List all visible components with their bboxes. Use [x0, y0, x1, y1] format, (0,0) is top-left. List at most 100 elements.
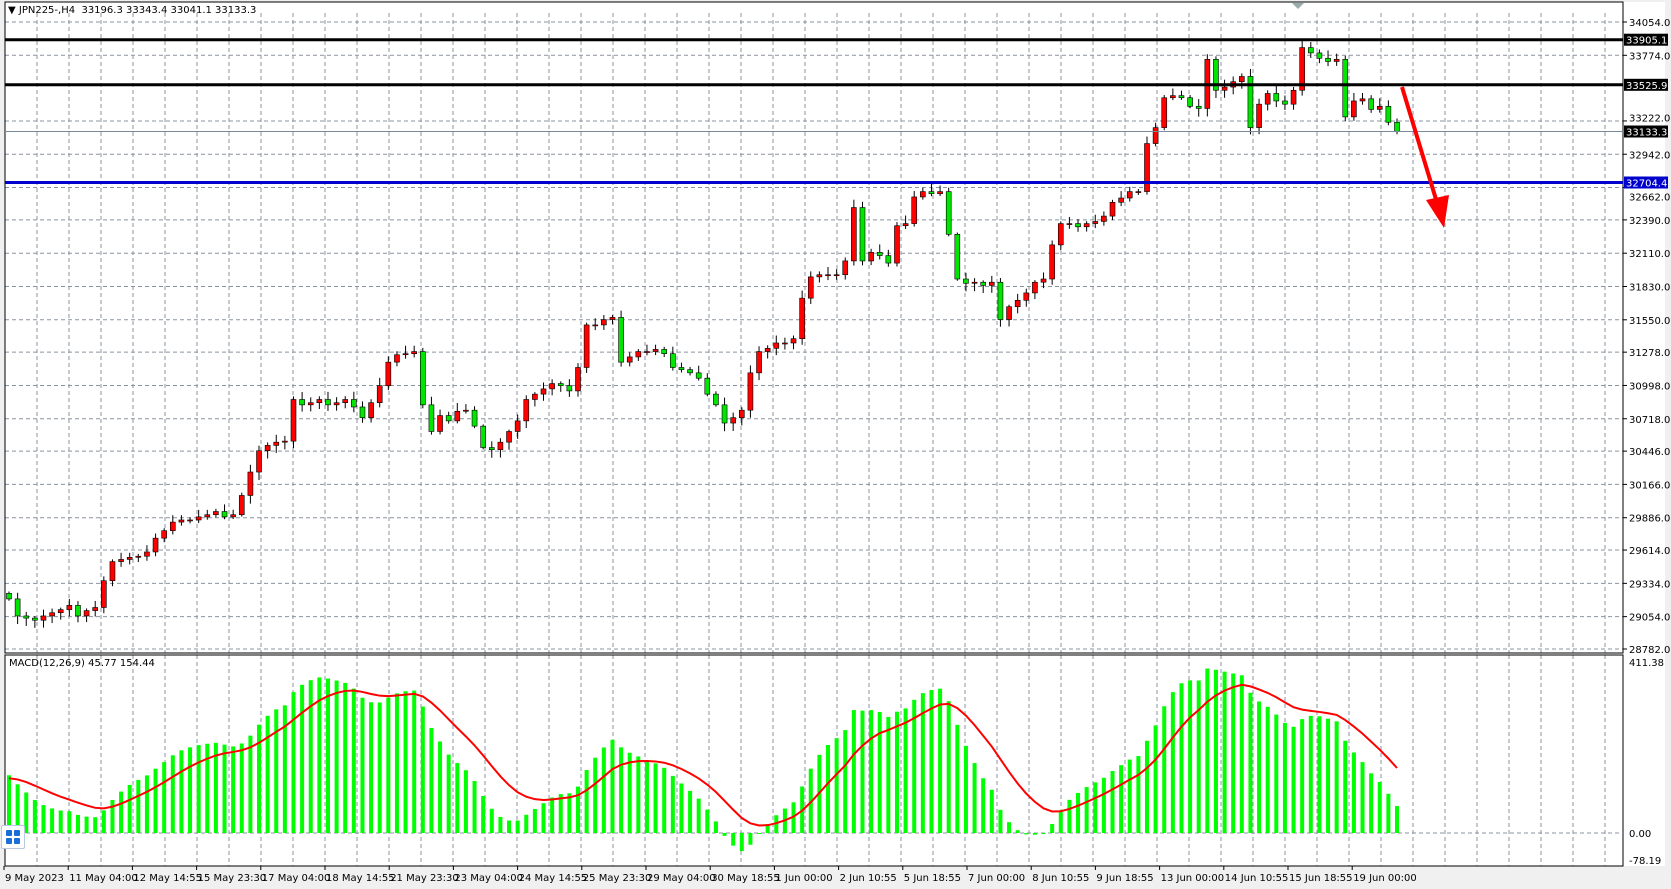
macd-histogram-bar	[989, 789, 994, 833]
candle	[626, 356, 633, 363]
macd-histogram-bar	[1136, 756, 1141, 833]
candle	[1195, 106, 1202, 109]
candle	[1083, 223, 1090, 228]
candle	[773, 342, 780, 349]
candle	[1152, 127, 1159, 144]
candle	[135, 555, 142, 558]
candle	[411, 351, 417, 354]
macd-histogram-bar	[75, 814, 80, 833]
macd-histogram-bar	[653, 763, 658, 833]
candle	[799, 297, 805, 340]
macd-histogram-bar	[1041, 833, 1046, 835]
macd-histogram-bar	[110, 799, 115, 833]
macd-histogram-bar	[101, 810, 106, 833]
macd-histogram-bar	[1067, 799, 1072, 833]
time-tick-label: 23 May 04:00	[454, 873, 523, 884]
candle	[144, 551, 150, 557]
price-tick-label: 33222.0	[1629, 113, 1670, 124]
candle	[342, 399, 349, 403]
price-tick-label: 30998.0	[1629, 381, 1670, 392]
macd-histogram-bar	[688, 790, 693, 833]
time-tick-label: 5 Jun 18:55	[904, 873, 961, 884]
candle	[488, 447, 495, 450]
candle	[868, 252, 874, 262]
candle	[333, 402, 340, 406]
candle	[1032, 281, 1038, 294]
level-price-label: 32704.4	[1626, 179, 1667, 190]
macd-histogram-bar	[153, 768, 158, 833]
time-tick-label: 18 May 14:55	[326, 873, 395, 884]
candle	[101, 580, 107, 608]
macd-histogram-bar	[1007, 822, 1012, 833]
candle	[316, 399, 323, 403]
candle	[230, 514, 236, 518]
price-tick-label: 34054.0	[1629, 18, 1670, 29]
time-tick-label: 12 May 14:55	[133, 873, 202, 884]
candle	[437, 415, 443, 432]
candle	[368, 402, 374, 418]
macd-histogram-bar	[179, 750, 184, 833]
macd-histogram-bar	[1317, 716, 1322, 833]
macd-histogram-bar	[541, 803, 546, 833]
macd-histogram-bar	[188, 747, 193, 833]
candle	[49, 612, 55, 617]
level-price-tag	[1624, 78, 1668, 91]
candle	[1187, 97, 1193, 107]
macd-histogram-bar	[912, 699, 917, 833]
candle	[1256, 103, 1262, 128]
candle	[566, 385, 573, 392]
macd-histogram-bar	[455, 763, 460, 833]
candle	[1101, 215, 1107, 222]
macd-histogram-bar	[170, 755, 175, 833]
candle	[178, 519, 185, 523]
candle	[1264, 93, 1271, 105]
candle	[549, 383, 555, 390]
macd-histogram-bar	[257, 724, 262, 833]
macd-histogram-bar	[1248, 692, 1253, 833]
macd-histogram-bar	[343, 682, 348, 833]
macd-histogram-bar	[705, 809, 710, 833]
chart-shift-marker-icon	[1292, 3, 1304, 9]
candle	[420, 351, 426, 406]
macd-histogram-bar	[67, 811, 72, 833]
candle	[920, 191, 926, 198]
macd-histogram-bar	[317, 677, 322, 833]
macd-histogram-bar	[610, 739, 615, 833]
macd-histogram-bar	[438, 741, 443, 833]
macd-histogram-bar	[920, 693, 925, 833]
macd-histogram-bar	[696, 798, 701, 833]
current-price-tag	[1624, 125, 1668, 138]
macd-histogram-bar	[679, 783, 684, 833]
candle	[325, 399, 331, 406]
macd-histogram-bar	[938, 688, 943, 833]
candle	[126, 557, 133, 560]
candle	[213, 511, 219, 516]
candle	[273, 441, 280, 446]
candle	[816, 274, 823, 278]
candle	[1161, 97, 1168, 128]
candle	[695, 372, 702, 379]
candle	[859, 207, 866, 262]
macd-histogram-bar	[972, 763, 977, 833]
time-tick-label: 25 May 23:30	[583, 873, 652, 884]
candle	[385, 361, 392, 386]
candle	[1316, 52, 1323, 59]
macd-histogram-bar	[1024, 833, 1029, 835]
candle	[1135, 191, 1142, 193]
candle	[954, 233, 961, 280]
candle	[264, 445, 271, 452]
apps-grid-icon[interactable]	[1, 825, 25, 849]
candle	[730, 417, 736, 424]
macd-histogram-bar	[394, 693, 399, 833]
macd-histogram-bar	[1360, 762, 1365, 833]
macd-histogram-bar	[1170, 692, 1175, 833]
time-tick-label: 30 May 18:55	[711, 873, 780, 884]
candle	[204, 514, 211, 518]
time-tick-label: 9 May 2023	[5, 873, 64, 884]
candle	[1057, 223, 1064, 246]
candle	[1299, 47, 1305, 91]
macd-histogram-bar	[205, 743, 210, 833]
price-tick-label: 31550.0	[1629, 316, 1670, 327]
macd-histogram-bar	[1093, 782, 1098, 833]
